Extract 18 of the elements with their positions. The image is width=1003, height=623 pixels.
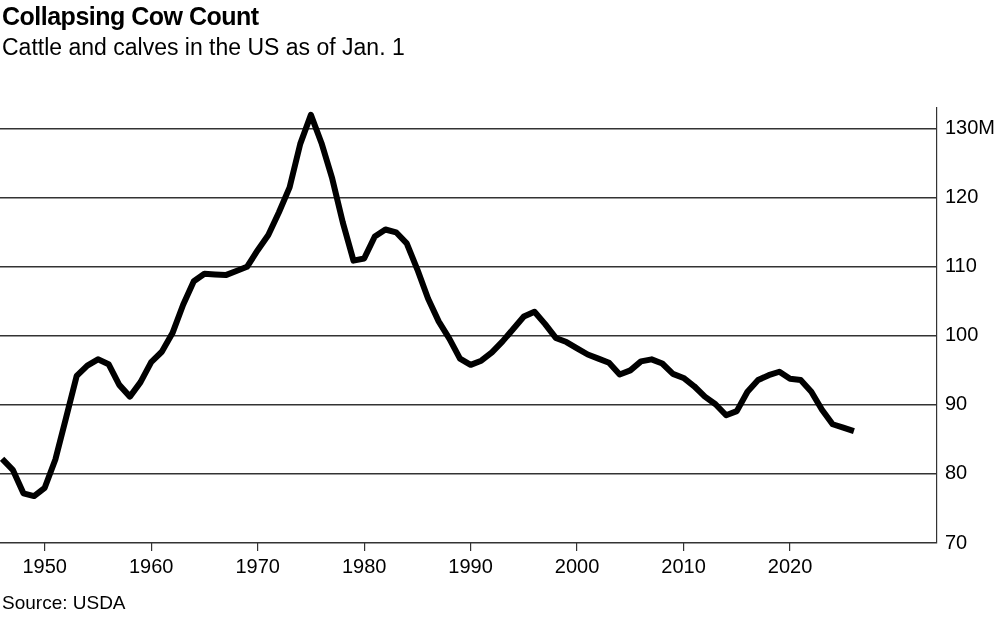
x-tick-label: 1960 — [128, 554, 174, 577]
y-tick-label: 120 — [944, 185, 979, 208]
y-tick-label: 130M — [944, 116, 995, 139]
x-tick-label: 1950 — [22, 554, 67, 577]
y-tick-label: 80 — [944, 461, 968, 484]
source-note: Source: USDA — [2, 592, 126, 614]
chart-subtitle: Cattle and calves in the US as of Jan. 1 — [2, 34, 405, 61]
x-tick-label: 2000 — [554, 554, 600, 577]
x-tick-label: 2020 — [767, 554, 813, 577]
y-tick-label: 70 — [944, 530, 968, 553]
x-tick-label: 1980 — [341, 554, 387, 577]
y-tick-label: 100 — [944, 323, 979, 346]
x-tick-label: 1970 — [235, 554, 280, 577]
chart-title: Collapsing Cow Count — [2, 2, 259, 31]
x-tick-label: 1990 — [448, 554, 493, 577]
y-tick-label: 110 — [944, 254, 977, 277]
x-tick-label: 2010 — [661, 554, 706, 577]
y-tick-label: 90 — [944, 392, 968, 415]
